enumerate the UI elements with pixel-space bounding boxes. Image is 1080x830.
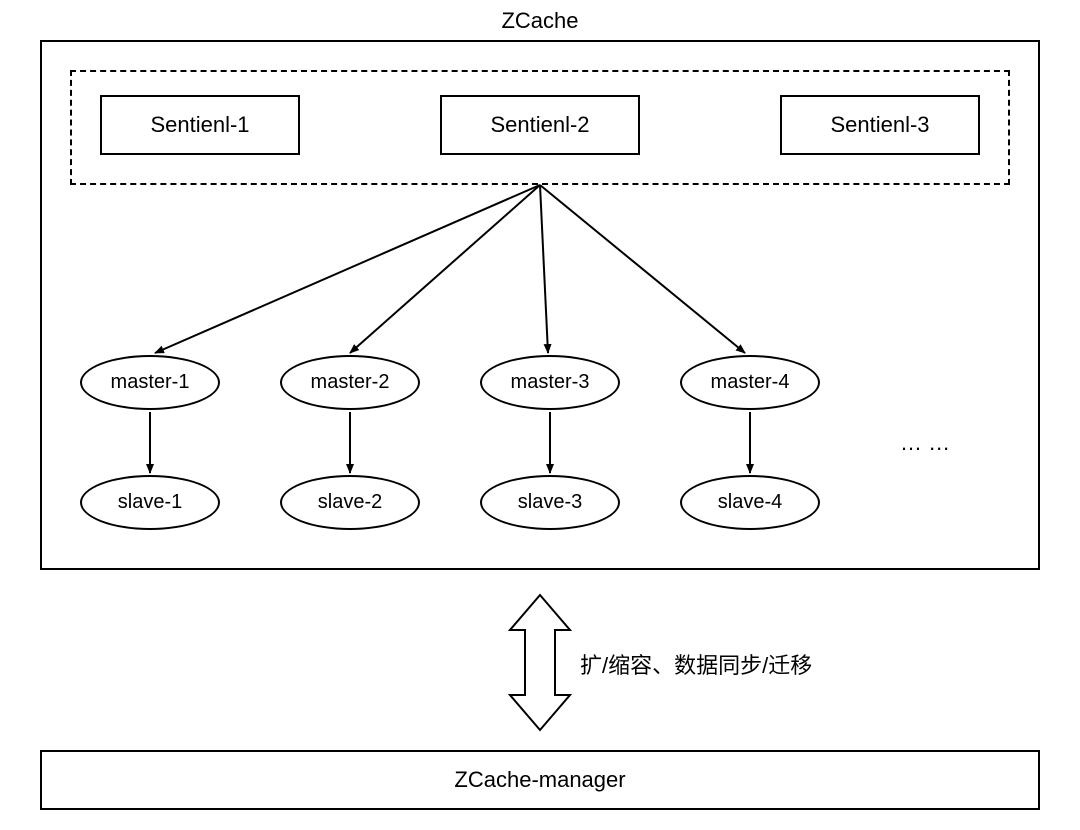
more-dots: … … [900,430,950,456]
slave-1-node: slave-1 [80,475,220,530]
sentinel-3-node: Sentienl-3 [780,95,980,155]
sentinel-1-node: Sentienl-1 [100,95,300,155]
diagram-title: ZCache [0,8,1080,34]
sentinel-2-node: Sentienl-2 [440,95,640,155]
master-2-node: master-2 [280,355,420,410]
zcache-manager-box: ZCache-manager [40,750,1040,810]
master-3-node: master-3 [480,355,620,410]
bidir-arrow-icon [510,595,570,730]
bidir-arrow-label: 扩/缩容、数据同步/迁移 [580,648,812,680]
slave-4-node: slave-4 [680,475,820,530]
slave-3-node: slave-3 [480,475,620,530]
slave-2-node: slave-2 [280,475,420,530]
master-4-node: master-4 [680,355,820,410]
master-1-node: master-1 [80,355,220,410]
